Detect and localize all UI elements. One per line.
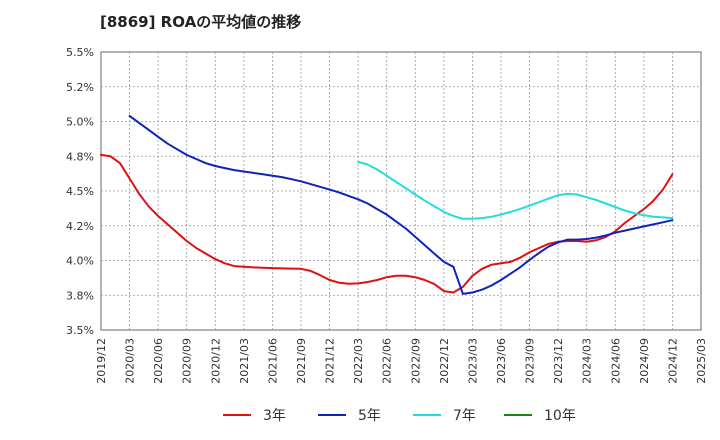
x-tick-label: 2023/03 xyxy=(466,338,479,384)
legend-label: 10年 xyxy=(544,408,576,424)
y-tick-label: 5.2% xyxy=(66,81,94,94)
x-tick-label: 2021/09 xyxy=(295,338,308,384)
x-tick-label: 2022/03 xyxy=(352,338,365,384)
x-tick-label: 2023/09 xyxy=(524,338,537,384)
y-tick-label: 3.5% xyxy=(66,324,94,337)
series-line-0 xyxy=(100,153,674,294)
y-tick-label: 5.5% xyxy=(66,46,94,59)
x-tick-label: 2021/03 xyxy=(238,338,251,384)
x-tick-label: 2024/03 xyxy=(581,338,594,384)
x-tick-label: 2022/06 xyxy=(381,338,394,384)
x-tick-label: 2024/12 xyxy=(666,338,679,384)
legend-label: 3年 xyxy=(263,408,286,424)
y-tick-label: 4.2% xyxy=(66,220,94,233)
x-tick-label: 2020/09 xyxy=(181,338,194,384)
x-tick-label: 2024/06 xyxy=(609,338,622,384)
y-axis: 3.5% 3.8% 4.0% 4.2% 4.5% 4.8% 5.0% 5.2% 5.5% xyxy=(66,46,94,337)
x-tick-label: 2020/06 xyxy=(152,338,165,384)
series-line-2 xyxy=(357,160,674,220)
y-tick-label: 4.8% xyxy=(66,150,94,163)
x-tick-label: 2022/12 xyxy=(438,338,451,384)
y-tick-label: 5.0% xyxy=(66,116,94,129)
y-tick-label: 4.0% xyxy=(66,255,94,268)
x-axis: 2019/12 2020/03 2020/06 2020/09 2020/12 2021/… xyxy=(95,338,708,384)
x-tick-label: 2021/06 xyxy=(266,338,279,384)
x-tick-label: 2020/03 xyxy=(124,338,137,384)
x-tick-label: 2019/12 xyxy=(95,338,108,384)
x-tick-label: 2023/12 xyxy=(552,338,565,384)
x-tick-label: 2022/09 xyxy=(409,338,422,384)
y-tick-label: 3.8% xyxy=(66,289,94,302)
x-tick-label: 2020/12 xyxy=(209,338,222,384)
series-line-1 xyxy=(128,114,674,295)
series-layer xyxy=(100,114,674,295)
x-tick-label: 2023/06 xyxy=(495,338,508,384)
x-tick-label: 2025/03 xyxy=(695,338,708,384)
y-tick-label: 4.5% xyxy=(66,185,94,198)
legend-label: 5年 xyxy=(358,408,381,424)
legend-label: 7年 xyxy=(453,408,476,424)
x-tick-label: 2024/09 xyxy=(638,338,651,384)
chart-title: [8869] ROAの平均値の推移 xyxy=(100,13,301,31)
x-tick-label: 2021/12 xyxy=(324,338,337,384)
legend: 3年 5年 7年 10年 xyxy=(223,408,576,424)
grid-lines xyxy=(101,52,701,330)
